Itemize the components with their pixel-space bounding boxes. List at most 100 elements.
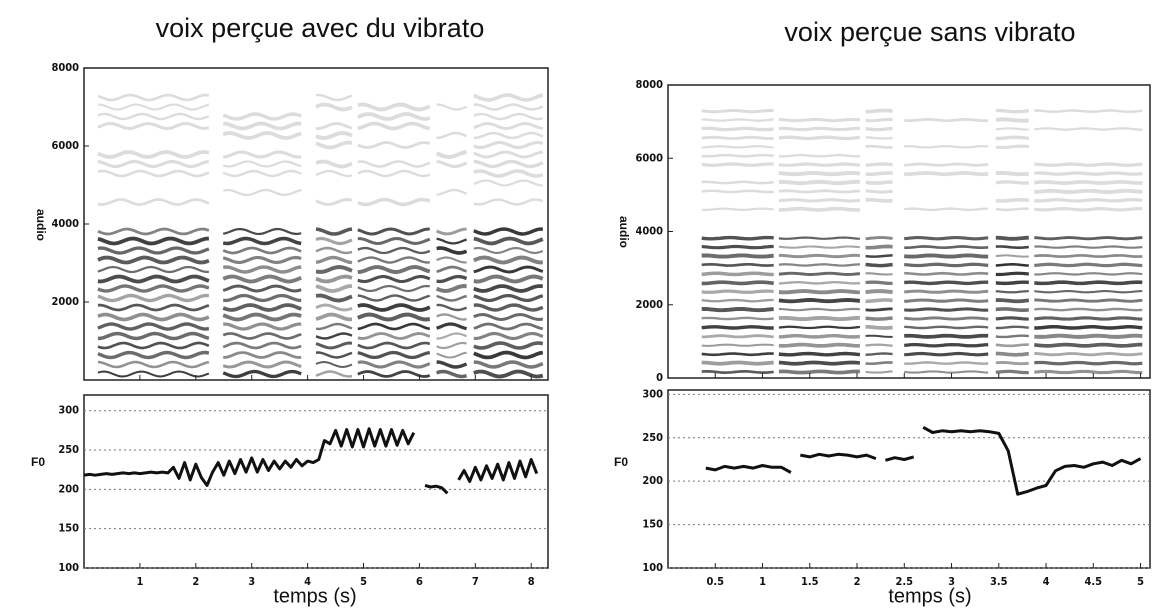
harmonic-band	[865, 262, 893, 268]
harmonic-band	[436, 227, 467, 236]
harmonic-band	[995, 343, 1029, 348]
harmonic-band	[222, 160, 302, 168]
harmonic-band	[97, 322, 210, 331]
harmonic-band	[473, 341, 544, 350]
harmonic-band	[97, 150, 210, 159]
harmonic-band	[701, 271, 774, 277]
harmonic-band	[995, 316, 1029, 321]
harmonic-band	[778, 315, 860, 322]
harmonic-band	[995, 127, 1029, 131]
harmonic-band	[357, 246, 431, 255]
harmonic-band	[436, 351, 467, 359]
harmonic-band	[357, 350, 431, 360]
harmonic-band	[778, 281, 860, 285]
harmonic-band	[1034, 325, 1143, 330]
y-axis-label: F0	[31, 455, 45, 469]
harmonic-band	[436, 313, 467, 321]
harmonic-band	[436, 332, 468, 340]
spectrogram-texture	[97, 93, 544, 379]
harmonic-band	[778, 263, 860, 267]
harmonic-band	[701, 316, 774, 321]
harmonic-band	[97, 331, 210, 341]
harmonic-band	[995, 325, 1029, 330]
harmonic-band	[315, 293, 353, 303]
harmonic-band	[97, 255, 210, 265]
harmonic-band	[701, 325, 774, 330]
harmonic-band	[436, 360, 468, 369]
harmonic-band	[222, 360, 302, 369]
harmonic-band	[995, 254, 1029, 258]
harmonic-band	[778, 253, 860, 259]
harmonic-band	[1034, 198, 1143, 203]
harmonic-band	[904, 245, 989, 250]
harmonic-band	[357, 121, 431, 131]
harmonic-band	[865, 236, 893, 241]
harmonic-band	[222, 131, 302, 140]
harmonic-band	[701, 289, 774, 294]
harmonic-band	[315, 284, 353, 293]
harmonic-band	[904, 145, 989, 149]
harmonic-band	[904, 236, 989, 241]
harmonic-band	[436, 188, 468, 197]
harmonic-band	[473, 131, 544, 140]
harmonic-band	[1034, 316, 1143, 321]
harmonic-band	[865, 162, 893, 167]
y-tick-label: 150	[642, 518, 663, 531]
harmonic-band	[436, 294, 467, 302]
harmonic-band	[995, 245, 1029, 250]
harmonic-band	[435, 150, 467, 160]
y-tick-label: 4000	[51, 217, 79, 230]
harmonic-band	[995, 307, 1029, 312]
harmonic-band	[995, 117, 1029, 123]
harmonic-band	[97, 246, 210, 255]
harmonic-band	[995, 144, 1029, 149]
y-tick-label: 250	[58, 443, 79, 456]
harmonic-band	[473, 293, 544, 303]
harmonic-band	[473, 255, 543, 265]
harmonic-band	[904, 325, 989, 330]
harmonic-band	[995, 135, 1029, 141]
harmonic-band	[222, 332, 302, 340]
harmonic-band	[223, 265, 302, 274]
harmonic-band	[315, 102, 353, 112]
harmonic-band	[315, 131, 353, 140]
harmonic-band	[357, 332, 431, 340]
harmonic-band	[315, 332, 353, 340]
harmonic-band	[473, 322, 544, 331]
x-tick-label: 5	[1137, 575, 1144, 588]
harmonic-band	[315, 312, 352, 322]
y-axis-label: audio	[617, 216, 631, 248]
harmonic-band	[223, 351, 302, 359]
harmonic-band	[1034, 180, 1143, 185]
harmonic-band	[701, 207, 774, 212]
y-axis-label: F0	[614, 455, 628, 469]
harmonic-band	[778, 179, 860, 186]
harmonic-band	[357, 312, 431, 322]
harmonic-band	[778, 307, 861, 312]
harmonic-band	[701, 298, 774, 303]
harmonic-band	[701, 370, 774, 374]
harmonic-band	[436, 274, 468, 284]
harmonic-band	[473, 150, 543, 159]
harmonic-band	[701, 126, 774, 132]
chart-title: voix perçue sans vibrato	[784, 17, 1075, 47]
harmonic-band	[1034, 360, 1143, 366]
harmonic-band	[865, 334, 893, 338]
harmonic-band	[995, 361, 1029, 366]
harmonic-band	[473, 112, 544, 121]
harmonic-band	[904, 351, 989, 357]
harmonic-band	[473, 303, 544, 312]
harmonic-band	[865, 117, 893, 123]
harmonic-band	[778, 325, 861, 330]
x-axis-label: temps (s)	[888, 585, 971, 607]
harmonic-band	[315, 159, 353, 169]
harmonic-band	[1034, 333, 1143, 339]
harmonic-band	[97, 350, 210, 360]
y-tick-label: 0	[656, 371, 663, 384]
harmonic-band	[995, 298, 1029, 304]
y-tick-label: 200	[642, 474, 663, 487]
x-tick-label: 2.5	[896, 575, 914, 588]
harmonic-band	[865, 180, 893, 185]
harmonic-band	[904, 370, 989, 374]
